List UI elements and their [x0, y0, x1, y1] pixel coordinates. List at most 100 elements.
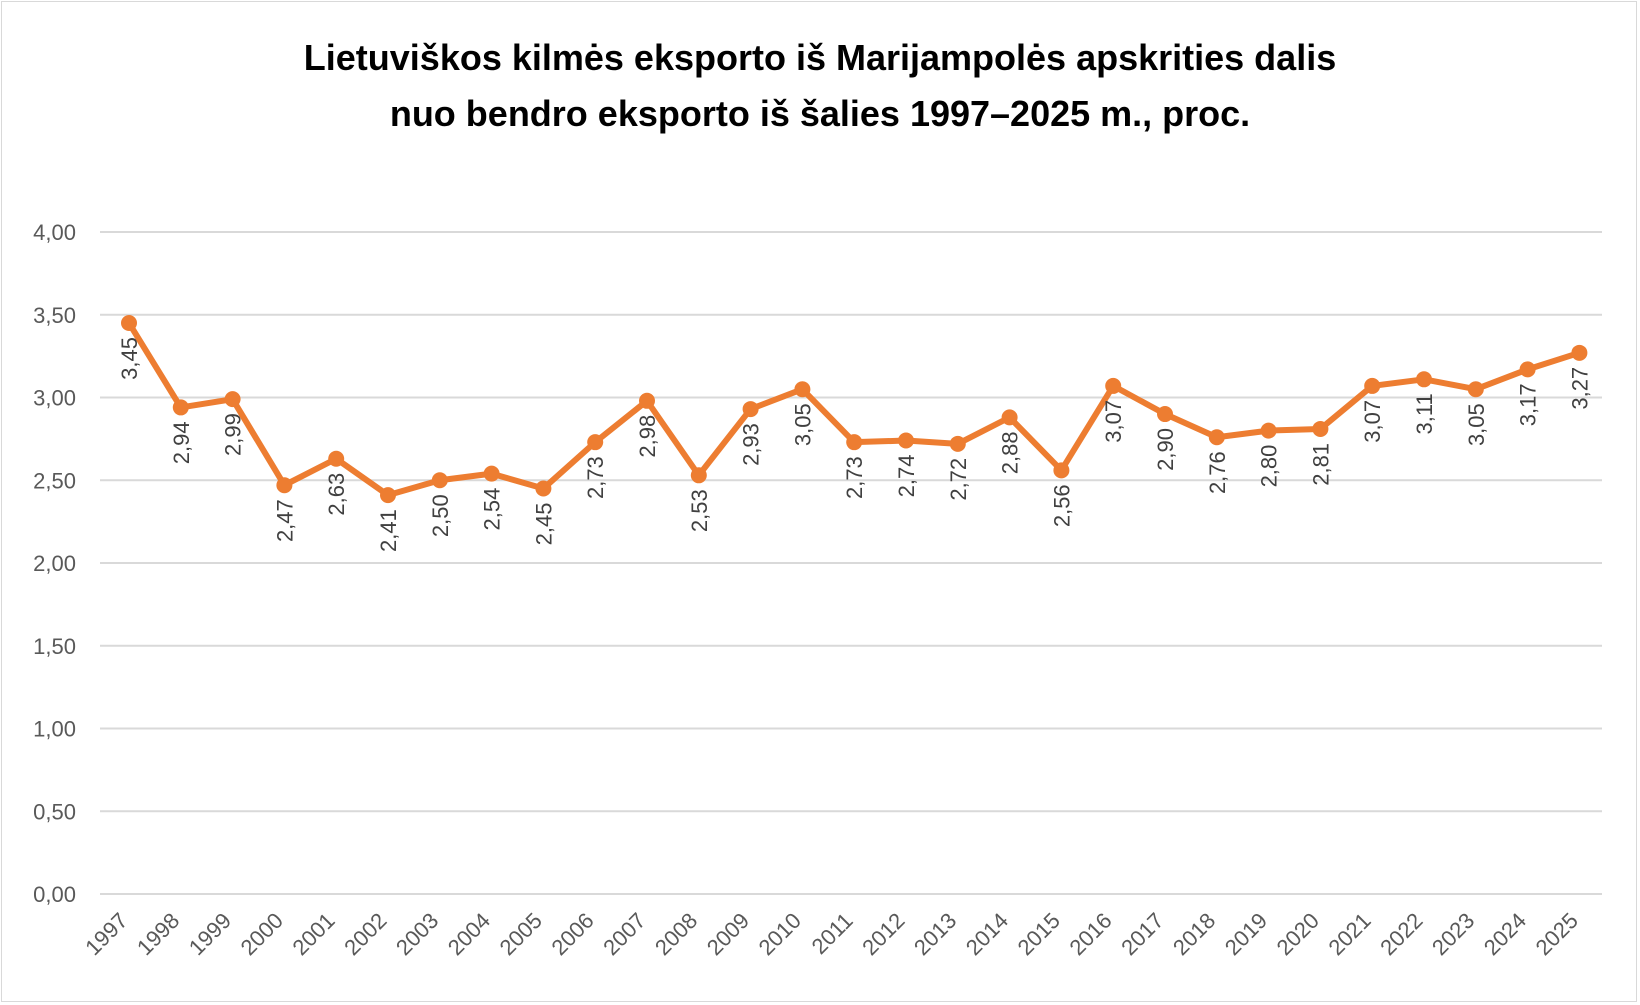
data-label: 2,88 — [998, 431, 1023, 474]
data-label: 2,53 — [687, 489, 712, 532]
x-tick-label: 2010 — [754, 908, 806, 960]
data-point — [1519, 361, 1536, 378]
x-tick-label: 1997 — [80, 908, 132, 960]
data-label: 2,41 — [376, 509, 401, 552]
data-label: 2,45 — [531, 503, 556, 546]
x-tick-label: 2009 — [702, 908, 754, 960]
chart-title-line-1: Lietuviškos kilmės eksporto iš Marijampo… — [303, 37, 1337, 78]
x-tick-label: 2015 — [1013, 908, 1065, 960]
data-label: 2,80 — [1257, 445, 1282, 488]
data-label: 3,07 — [1360, 400, 1385, 443]
x-tick-label: 1999 — [184, 908, 236, 960]
data-point — [1260, 422, 1277, 439]
data-point — [1312, 420, 1329, 437]
data-point — [1208, 429, 1225, 446]
data-point — [1053, 462, 1070, 479]
x-tick-label: 2018 — [1168, 908, 1220, 960]
data-point — [276, 477, 293, 494]
data-label: 3,05 — [1464, 403, 1489, 446]
x-axis-tick-labels: 1997 1998 1999 2000 2001 2002 2003 2004 2005 2006… — [80, 908, 1583, 960]
y-tick-label: 2,50 — [33, 468, 76, 493]
x-tick-label: 2007 — [598, 908, 650, 960]
data-point — [1364, 377, 1381, 394]
data-point — [1571, 344, 1588, 361]
data-label: 2,73 — [583, 456, 608, 499]
data-label: 2,76 — [1205, 451, 1230, 494]
chart-title: Lietuviškos kilmės eksporto iš Marijampo… — [0, 30, 1640, 142]
x-tick-label: 2008 — [650, 908, 702, 960]
data-label: 2,94 — [169, 421, 194, 464]
chart-title-line-2: nuo bendro eksporto iš šalies 1997–2025 … — [389, 93, 1251, 134]
data-point — [949, 435, 966, 452]
data-point — [639, 392, 655, 409]
x-tick-label: 2006 — [546, 908, 598, 960]
data-point — [690, 467, 707, 484]
data-point — [535, 480, 552, 497]
data-point — [172, 399, 189, 416]
data-label: 2,50 — [428, 494, 453, 537]
data-point — [1001, 409, 1018, 426]
x-tick-label: 2004 — [443, 908, 495, 960]
data-point — [380, 487, 396, 504]
data-point — [1105, 377, 1122, 394]
data-label: 2,99 — [221, 413, 246, 456]
data-point — [742, 401, 759, 418]
data-point — [224, 391, 241, 408]
x-tick-label: 2005 — [495, 908, 547, 960]
x-tick-label: 2024 — [1479, 908, 1531, 960]
y-tick-label: 1,00 — [33, 717, 76, 742]
data-label: 2,54 — [480, 488, 505, 531]
data-labels: 3,45 2,94 2,99 2,47 2,63 2,41 2,50 2,54 2,45 2,73… — [117, 337, 1592, 552]
data-point — [483, 465, 500, 482]
data-label: 2,93 — [739, 423, 764, 466]
x-tick-label: 2011 — [807, 908, 858, 959]
x-tick-label: 2001 — [287, 908, 339, 960]
data-label: 2,72 — [946, 458, 971, 501]
data-point — [1157, 406, 1173, 423]
x-tick-label: 2002 — [339, 908, 391, 960]
data-point — [846, 434, 863, 451]
data-label: 2,81 — [1308, 443, 1333, 486]
data-label: 2,47 — [272, 499, 297, 542]
data-point — [587, 434, 604, 451]
data-point — [1467, 381, 1484, 398]
data-point — [1416, 371, 1432, 388]
x-tick-label: 2012 — [857, 908, 909, 960]
data-point — [328, 450, 345, 467]
data-label: 2,73 — [842, 456, 867, 499]
x-tick-label: 2023 — [1427, 908, 1479, 960]
data-label: 3,07 — [1101, 400, 1126, 443]
x-tick-label: 2017 — [1116, 908, 1168, 960]
y-tick-label: 0,00 — [33, 882, 76, 907]
data-label: 2,63 — [324, 473, 349, 516]
data-point — [431, 472, 448, 489]
data-series — [121, 315, 1588, 504]
data-label: 2,90 — [1153, 428, 1178, 471]
x-tick-label: 2020 — [1272, 908, 1324, 960]
data-label: 2,98 — [635, 415, 660, 458]
data-label: 2,74 — [894, 455, 919, 498]
y-axis-tick-labels: 0,00 0,50 1,00 1,50 2,00 2,50 3,00 3,50 4,00 — [33, 220, 76, 907]
x-tick-label: 2021 — [1323, 908, 1375, 960]
x-tick-label: 1998 — [132, 908, 184, 960]
x-tick-label: 2013 — [909, 908, 961, 960]
x-tick-label: 2000 — [236, 908, 288, 960]
data-label: 3,05 — [790, 403, 815, 446]
y-tick-label: 4,00 — [33, 220, 76, 245]
data-label: 3,17 — [1516, 383, 1541, 426]
x-tick-label: 2003 — [391, 908, 443, 960]
data-label: 3,27 — [1567, 367, 1592, 410]
x-tick-label: 2014 — [961, 908, 1013, 960]
data-point — [794, 381, 811, 398]
gridlines — [100, 231, 1602, 895]
y-tick-label: 3,50 — [33, 303, 76, 328]
y-tick-label: 2,00 — [33, 551, 76, 576]
data-label: 2,56 — [1049, 484, 1074, 527]
data-label: 3,11 — [1412, 393, 1437, 434]
x-tick-label: 2016 — [1064, 908, 1116, 960]
y-tick-label: 1,50 — [33, 634, 76, 659]
y-tick-label: 3,00 — [33, 386, 76, 411]
x-tick-label: 2022 — [1375, 908, 1427, 960]
